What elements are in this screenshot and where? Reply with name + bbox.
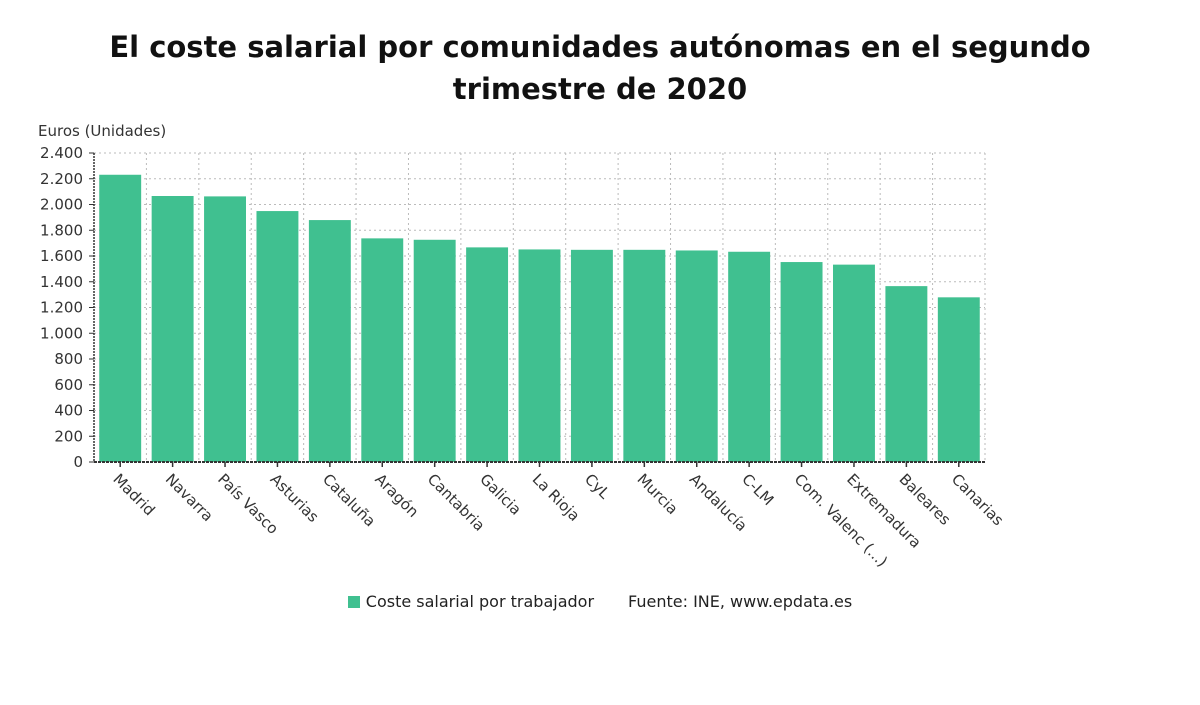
x-tick-label: Aragón: [371, 470, 422, 521]
x-tick-label: Canarias: [948, 470, 1007, 529]
chart-title-line-1: El coste salarial por comunidades autóno…: [109, 30, 1091, 64]
y-tick-label: 0: [73, 453, 83, 471]
y-axis-label: Euros (Unidades): [38, 122, 167, 140]
bar-arag-n: [361, 238, 404, 462]
y-tick-label: 1.800: [40, 221, 83, 239]
y-tick-label: 1.400: [40, 273, 83, 291]
y-tick-label: 2.400: [40, 144, 83, 162]
bar-andaluc-a: [675, 250, 718, 462]
y-tick-label: 200: [54, 427, 83, 445]
legend-swatch: [347, 595, 360, 608]
y-tick-label: 1.000: [40, 324, 83, 342]
x-tick-label: Galicia: [476, 470, 525, 519]
bar-extremadura: [833, 264, 875, 462]
bar-catalu-a: [308, 220, 351, 462]
bar-com-valenc-: [780, 262, 823, 462]
bar-pa-s-vasco: [204, 196, 246, 463]
x-tick-label: Madrid: [109, 470, 158, 519]
x-tick-label: La Rioja: [529, 470, 584, 525]
bar-baleares: [885, 286, 928, 462]
chart-title: El coste salarial por comunidades autóno…: [0, 26, 1200, 110]
y-tick-label: 2.200: [40, 170, 83, 188]
x-tick-label: CyL: [581, 470, 614, 503]
y-tick-label: 400: [54, 402, 83, 420]
bar-cantabria: [413, 239, 456, 462]
legend-series-label: Coste salarial por trabajador: [365, 592, 595, 611]
bar-murcia: [623, 249, 666, 462]
y-tick-label: 800: [54, 350, 83, 368]
y-tick-label: 2.000: [40, 196, 83, 214]
legend: Coste salarial por trabajador Fuente: IN…: [0, 592, 1200, 611]
x-tick-label: Murcia: [633, 470, 681, 518]
x-tick-label: Com. Valenc (...): [791, 470, 891, 570]
bar-galicia: [466, 247, 509, 462]
bar-canarias: [937, 297, 980, 462]
chart-title-line-2: trimestre de 2020: [452, 72, 748, 106]
bar-cyl: [570, 249, 613, 462]
x-tick-label: Navarra: [162, 470, 217, 525]
bar-la-rioja: [518, 249, 561, 462]
source-text: Fuente: INE, www.epdata.es: [628, 592, 853, 611]
x-tick-label: C-LM: [738, 470, 777, 509]
y-tick-label: 1.600: [40, 247, 83, 265]
bar-navarra: [151, 196, 194, 462]
bar-asturias: [256, 211, 299, 462]
y-tick-label: 1.200: [40, 299, 83, 317]
x-tick-label: Cataluña: [319, 470, 379, 530]
bar-madrid: [99, 174, 142, 463]
y-tick-label: 600: [54, 376, 83, 394]
bar-c-lm: [728, 251, 771, 462]
